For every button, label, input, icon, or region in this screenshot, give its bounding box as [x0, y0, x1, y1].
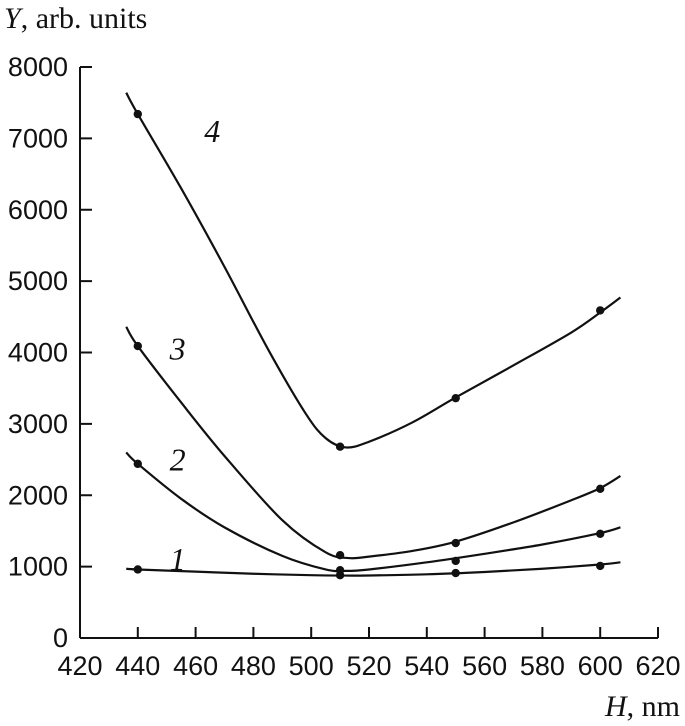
series-3-point	[596, 484, 605, 494]
x-ticks: 420 440 460 480 500 520 540 560 580 600 620	[57, 627, 681, 681]
x-tick-label: 560	[462, 651, 507, 681]
x-tick-label: 520	[346, 651, 391, 681]
series-2-point	[133, 459, 142, 469]
series-1-line	[126, 561, 621, 577]
series-2-point	[596, 529, 605, 538]
series-4-point	[451, 393, 460, 403]
x-tick-label: 460	[173, 651, 218, 681]
series-3-line	[125, 326, 622, 560]
y-tick-label: 5000	[8, 266, 68, 296]
series-1-point	[451, 568, 460, 578]
x-tick-label: 440	[115, 651, 160, 681]
series-2-line	[125, 451, 621, 573]
y-tick-label: 8000	[8, 52, 68, 82]
series-4-point	[596, 306, 605, 315]
x-tick-label: 420	[57, 651, 102, 681]
y-axis-title: Y, arb. units	[4, 2, 147, 35]
series-4-point	[133, 109, 142, 119]
y-tick-label: 1000	[8, 552, 68, 582]
series-4-label: 4	[204, 113, 220, 149]
x-axis-unit: , nm	[627, 690, 680, 723]
series-3-point	[335, 551, 345, 560]
y-tick-label: 3000	[8, 409, 68, 439]
series-2-label: 2	[170, 441, 186, 477]
series-1-label: 1	[170, 541, 186, 577]
y-tick-label: 0	[53, 623, 68, 653]
x-tick-label: 600	[578, 651, 623, 681]
series-3-point	[133, 341, 142, 351]
y-axis-unit: , arb. units	[21, 2, 148, 35]
y-tick-label: 4000	[8, 338, 68, 368]
series-1-point	[596, 561, 605, 571]
series-labels: 1 2 3 4	[169, 113, 221, 577]
x-tick-label: 580	[520, 651, 565, 681]
series-1-point	[133, 565, 142, 574]
series-points	[133, 109, 605, 580]
series-3-label: 3	[169, 331, 186, 367]
x-axis-title: H, nm	[604, 690, 680, 723]
x-tick-label: 480	[231, 651, 276, 681]
series-curves	[125, 92, 622, 577]
axes	[79, 67, 658, 639]
series-2-point	[335, 565, 345, 575]
y-ticks: 0 1000 2000 3000 4000 5000 6000 7000 8000	[8, 52, 92, 653]
x-tick-label: 500	[289, 651, 334, 681]
series-4-line	[125, 92, 622, 449]
series-3-point	[451, 538, 460, 548]
series-2-point	[451, 556, 460, 566]
y-tick-label: 6000	[8, 195, 68, 225]
y-tick-label: 7000	[8, 123, 68, 153]
x-tick-label: 540	[404, 651, 449, 681]
series-4-point	[335, 442, 345, 451]
y-axis-var: Y	[4, 2, 24, 35]
y-tick-label: 2000	[8, 480, 68, 510]
x-tick-label: 620	[635, 651, 680, 681]
x-axis-var: H	[604, 690, 629, 723]
